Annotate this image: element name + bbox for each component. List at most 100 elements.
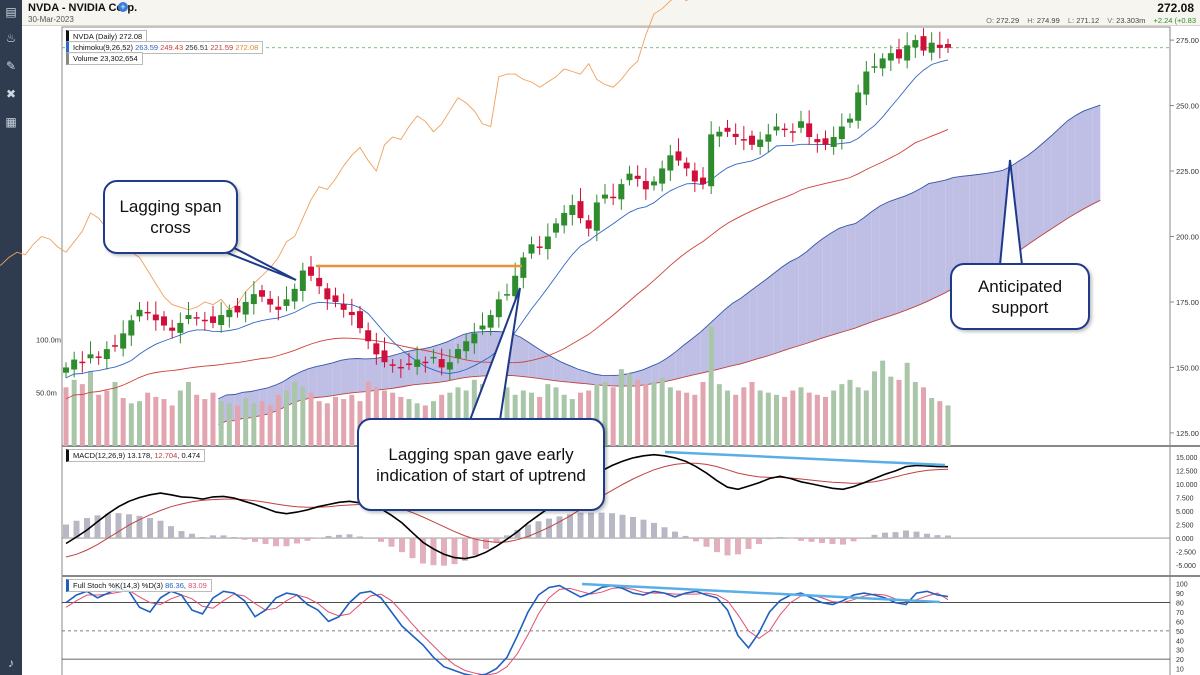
candle-body [871, 66, 878, 68]
add-symbol-icon[interactable]: + [118, 2, 128, 12]
candle-body [308, 266, 314, 276]
paint-bucket-icon[interactable]: ♨ [5, 31, 17, 45]
macd-histogram-bar [525, 524, 531, 539]
candle-body [397, 366, 404, 369]
ichimoku-cloud-segment [594, 373, 603, 386]
ichimoku-cloud-segment [422, 347, 431, 384]
volume-bar [651, 381, 657, 446]
brush-icon[interactable]: ✎ [5, 59, 17, 73]
macd-histogram-bar [630, 516, 636, 539]
candle-body [234, 305, 241, 313]
macd-histogram-bar [462, 538, 468, 561]
candle-body [471, 333, 478, 344]
macd-histogram-bar [556, 516, 563, 539]
volume-tick-label: 50.0m [36, 389, 57, 398]
stoch-y-tick-label: 70 [1176, 610, 1184, 617]
volume-bar [912, 381, 918, 446]
volume-bar [316, 401, 322, 446]
ichimoku-cloud-segment [749, 285, 758, 362]
ichimoku-cloud-segment [1067, 115, 1076, 219]
stoch-y-tick-label: 50 [1176, 629, 1184, 636]
ichimoku-cloud-segment [765, 273, 774, 357]
volume-bar [186, 381, 191, 446]
candle-body [373, 343, 380, 355]
macd-y-tick-label: 10.000 [1176, 482, 1198, 489]
macd-histogram-bar [399, 538, 405, 553]
candle-body [63, 367, 69, 373]
macd-histogram-bar [472, 538, 479, 556]
candle-body [275, 306, 282, 310]
macd-histogram-bar [357, 536, 363, 539]
volume-bar [161, 399, 167, 446]
volume-bar [863, 390, 869, 446]
stoch-y-tick-label: 60 [1176, 619, 1184, 626]
candle-body [822, 138, 829, 145]
layout-grid-icon[interactable]: ▦ [5, 115, 17, 129]
ichimoku-cloud-segment [1026, 149, 1035, 246]
macd-y-tick-label: -2.500 [1176, 550, 1196, 557]
candle-body [512, 275, 519, 297]
volume-bar [349, 394, 355, 446]
candle-body [446, 362, 453, 370]
ichimoku-cloud-segment [389, 354, 398, 389]
macd-histogram-bar [546, 518, 552, 539]
macd-histogram-bar [273, 538, 279, 547]
stoch-legend-label: Full Stoch %K(14,3) %D(3) [73, 581, 164, 590]
ichimoku-cloud-segment [463, 332, 472, 378]
ohlc-change-value: +2.24 (+0.83 [1153, 16, 1196, 25]
candle-body [103, 349, 110, 360]
ichimoku-kijun-value: 249.43 [160, 43, 184, 52]
macd-histogram-bar [609, 513, 615, 539]
volume-bar [455, 387, 461, 446]
candle-body [855, 92, 862, 121]
tools-icon[interactable]: ✖ [5, 87, 17, 101]
candle-body [267, 298, 274, 305]
volume-bar [341, 399, 347, 446]
candle-body [765, 134, 772, 142]
ichimoku-cloud-segment [520, 337, 529, 378]
bar-chart-icon[interactable]: ▤ [5, 5, 17, 19]
volume-bar [63, 387, 69, 446]
volume-bar [847, 379, 853, 446]
macd-histogram-bar [703, 538, 710, 547]
ohlc-readout: O: 272.29 H: 274.99 L: 271.12 V: 23.303m… [980, 16, 1196, 25]
ichimoku-cloud-segment [879, 202, 888, 320]
volume-bar [945, 405, 951, 446]
volume-bar [790, 390, 796, 446]
bell-icon[interactable]: ♪ [8, 656, 14, 670]
ohlc-open-value: 272.29 [996, 16, 1020, 25]
macd-histogram-bar [661, 527, 668, 539]
macd-histogram-bar [819, 538, 825, 543]
volume-bar [96, 394, 102, 446]
volume-bar [243, 397, 249, 446]
candle-body [569, 205, 576, 216]
candle-body [95, 356, 102, 358]
volume-bar [194, 394, 200, 446]
ichimoku-cloud-segment [479, 331, 488, 377]
callout-lagging-span-cross: Lagging span cross [103, 180, 238, 254]
candle-body [438, 359, 445, 368]
ichimoku-cloud-segment [536, 347, 545, 380]
ichimoku-cloud-segment [847, 223, 856, 331]
ichimoku-cloud-segment [945, 177, 954, 293]
macd-histogram-bar [598, 512, 605, 539]
macd-histogram-bar [514, 529, 521, 539]
macd-histogram-bar [745, 538, 752, 549]
candle-body [945, 44, 951, 48]
volume-bar [684, 392, 690, 446]
price-y-tick-label: 250.00 [1176, 102, 1199, 111]
ichimoku-cloud-segment [381, 356, 390, 390]
candle-body [626, 173, 633, 181]
ohlc-volume-value: 23.303m [1116, 16, 1146, 25]
macd-histogram-bar [766, 538, 773, 540]
macd-histogram-bar [640, 519, 647, 539]
volume-bar [610, 387, 616, 446]
macd-histogram-bar [934, 535, 941, 539]
candle-body [210, 316, 216, 323]
volume-bar [504, 387, 510, 446]
volume-bar [177, 390, 183, 446]
volume-bar [300, 387, 306, 446]
macd-histogram-bar [252, 538, 258, 542]
ichimoku-cloud-segment [553, 357, 562, 382]
candle-body [455, 349, 461, 359]
